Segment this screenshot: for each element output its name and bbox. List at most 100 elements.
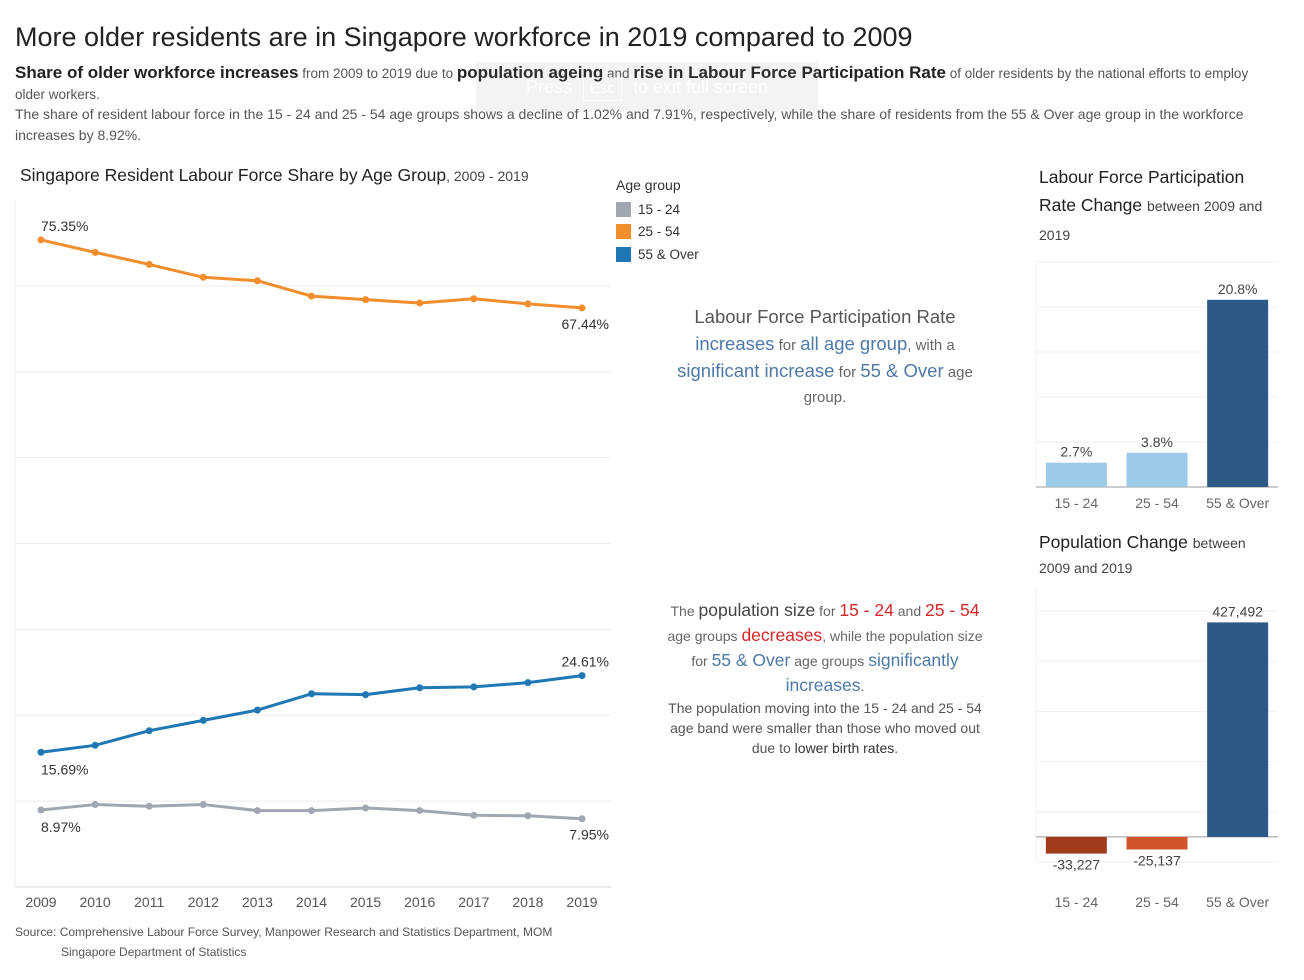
x-tick-label: 2009 [25, 894, 56, 910]
data-point [524, 679, 532, 687]
line-chart: 2009 2010 2011 2012 2013 2014 2015 2016 2017 2018… [14, 200, 611, 910]
data-point [145, 802, 153, 810]
pop-word: age groups [667, 628, 738, 644]
data-point [253, 807, 261, 815]
pop-word-decreases: decreases [741, 625, 823, 645]
subtitle-emphasis-3: rise in Labour Force Participation Rate [633, 63, 946, 82]
pop-explanation-text: The population moving into the 15 - 24 a… [668, 700, 982, 756]
bar-value-label: 20.8% [1218, 281, 1258, 297]
line-chart-title: Singapore Resident Labour Force Share by… [20, 165, 529, 186]
data-point [199, 273, 207, 281]
category-label: 15 - 24 [1055, 894, 1099, 910]
data-point [308, 690, 315, 698]
data-point [91, 801, 99, 809]
legend-item-55-over[interactable]: 55 & Over [616, 243, 699, 266]
data-point [416, 807, 424, 815]
population-change-title-sub: between 2009 and 2019 [1039, 535, 1246, 576]
lfpr-word: age group. [803, 364, 973, 406]
description: The share of resident labour force in th… [15, 106, 1244, 143]
data-label-first: 75.35% [41, 218, 88, 234]
hint-esc-key: Esc [582, 77, 622, 101]
bar [1207, 299, 1269, 487]
category-label: 55 & Over [1206, 495, 1269, 511]
data-point [91, 248, 99, 256]
legend-label: 15 - 24 [638, 201, 681, 217]
category-label: 55 & Over [1206, 894, 1269, 910]
pop-word-55-over: 55 & Over [711, 650, 791, 670]
pop-word: and [897, 603, 922, 619]
fullscreen-exit-hint: Press Esc to exit full screen [476, 62, 818, 112]
bar-value-label: 2.7% [1060, 444, 1092, 460]
data-point [199, 716, 207, 724]
pop-word-15-24: 15 - 24 [839, 600, 894, 620]
lfpr-word: for [838, 364, 857, 381]
source-line-2: Singapore Department of Statistics [61, 945, 247, 959]
lfpr-annotation-heading: Labour Force Participation Rate [694, 306, 956, 327]
subtitle-emphasis-2: population ageing [456, 63, 604, 82]
data-point [37, 748, 45, 756]
pop-word: . [894, 740, 899, 756]
x-tick-label: 2017 [458, 894, 489, 910]
line-chart-title-main: Singapore Resident Labour Force Share by… [20, 165, 447, 185]
legend-label: 25 - 54 [638, 224, 681, 240]
category-label: 15 - 24 [1055, 495, 1099, 511]
bar [1126, 836, 1188, 850]
x-tick-label: 2015 [350, 894, 381, 910]
page-title: More older residents are in Singapore wo… [15, 22, 913, 52]
legend-item-25-54[interactable]: 25 - 54 [616, 221, 699, 244]
legend: Age group 15 - 24 25 - 54 55 & Over [616, 177, 699, 266]
legend-item-15-24[interactable]: 15 - 24 [616, 198, 699, 221]
data-point [253, 277, 261, 285]
line-chart-title-years: , 2009 - 2019 [446, 168, 529, 184]
data-label-last: 7.95% [569, 827, 609, 843]
series-line-1 [40, 674, 583, 754]
data-point [362, 804, 370, 812]
category-label: 25 - 54 [1135, 894, 1179, 910]
data-point [37, 236, 45, 244]
source-note: Source: Comprehensive Labour Force Surve… [15, 922, 552, 962]
x-tick-label: 2013 [242, 894, 273, 910]
data-point [91, 741, 99, 749]
lfpr-word-55-over: 55 & Over [860, 360, 944, 381]
data-label-last: 24.61% [562, 654, 609, 670]
data-point [524, 812, 532, 820]
x-tick-label: 2010 [80, 894, 111, 910]
pop-word: age groups [794, 653, 865, 669]
data-point [470, 295, 478, 303]
legend-label: 55 & Over [638, 246, 699, 262]
x-tick-label: 2019 [566, 894, 597, 910]
data-point [470, 811, 478, 819]
data-point [362, 296, 370, 304]
lfpr-change-chart: 2.7% 15 - 24 3.8% 25 - 54 20.8% 55 & Over [1035, 261, 1278, 511]
data-point [145, 260, 153, 268]
data-point [578, 304, 586, 312]
pop-word: The [670, 603, 695, 619]
data-point [416, 299, 424, 307]
bar [1207, 622, 1269, 837]
lfpr-change-title-sub: between 2009 and 2019 [1039, 198, 1263, 243]
lfpr-word-significant-increase: significant increase [677, 360, 835, 381]
data-point [578, 815, 586, 823]
lfpr-change-title: Labour Force Participation Rate Change b… [1039, 163, 1279, 249]
lfpr-word: , with a [907, 337, 955, 354]
lfpr-word-all-age-group: all age group [800, 333, 908, 354]
data-label-first: 15.69% [41, 761, 88, 777]
bar [1126, 452, 1188, 487]
x-tick-label: 2016 [404, 894, 435, 910]
subtitle-text-1: from 2009 to 2019 due to [302, 66, 454, 81]
x-tick-label: 2012 [188, 894, 219, 910]
population-change-title-main: Population Change [1039, 532, 1188, 552]
population-change-chart: -33,227 15 - 24 -25,137 25 - 54 427,492 55 & … [1035, 590, 1278, 910]
x-tick-label: 2011 [134, 894, 164, 910]
hint-rest: to exit full screen [633, 77, 769, 97]
data-point [470, 683, 478, 691]
data-point [308, 807, 315, 815]
x-tick-label: 2018 [512, 894, 543, 910]
lfpr-annotation: Labour Force Participation Rate increase… [660, 304, 990, 410]
source-line-1: Source: Comprehensive Labour Force Surve… [15, 925, 553, 939]
data-point [37, 806, 45, 814]
subtitle-text-3: of older residents by the national effor… [15, 66, 1249, 102]
category-label: 25 - 54 [1135, 495, 1179, 511]
bar-value-label: 3.8% [1141, 434, 1173, 450]
hint-press: Press [525, 77, 572, 97]
